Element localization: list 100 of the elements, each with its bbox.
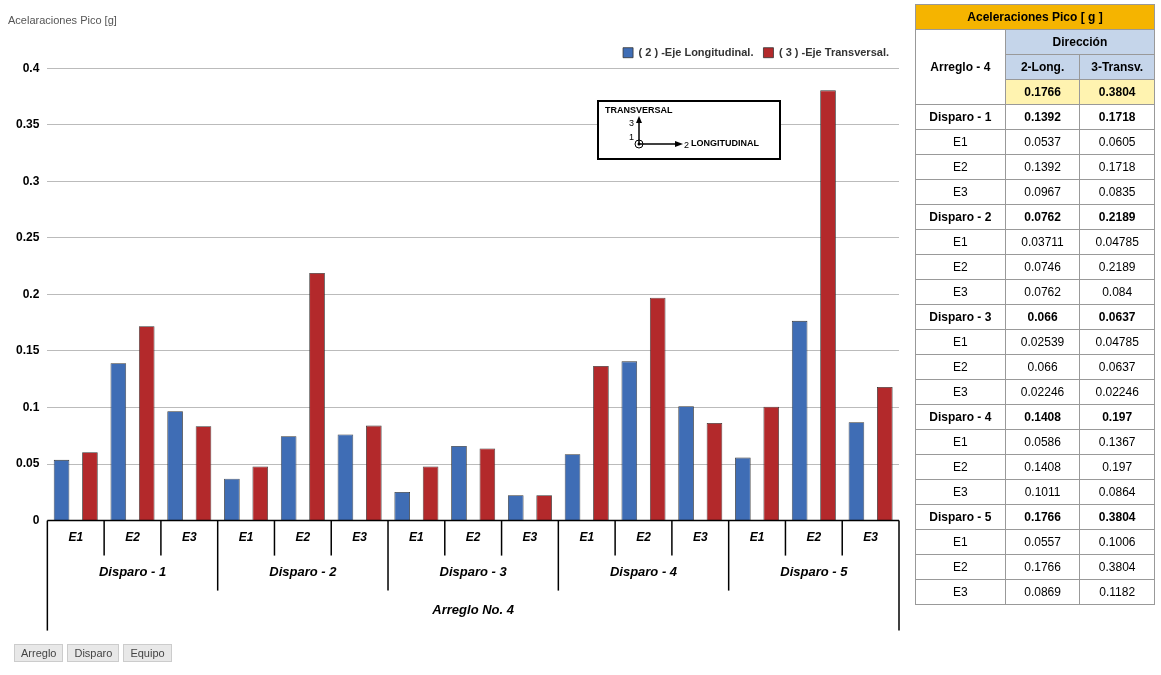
text: Aceleraciones Pico [ g ] <box>915 4 1155 30</box>
y-tick-label: 0.05 <box>16 456 40 471</box>
legend-label: ( 2 ) -Eje Longitudinal. <box>638 45 754 58</box>
category-label: E2 <box>953 460 968 474</box>
text: Arreglo <box>14 644 64 662</box>
text: 0.1392 <box>1005 104 1080 130</box>
text: 0.3804 <box>1079 79 1155 105</box>
category-label: E2 <box>953 560 968 574</box>
text: 0.03711 <box>1005 229 1080 255</box>
category-label: E1 <box>953 335 968 349</box>
y-tick-label: 0.4 <box>22 60 40 75</box>
text: 0.0835 <box>1079 179 1155 205</box>
text: 0.2189 <box>1079 204 1155 230</box>
text: 3-Transv. <box>1079 54 1155 80</box>
x-tick-label: E3 <box>522 530 538 545</box>
text: 0.197 <box>1079 404 1155 430</box>
y-tick-label: 0 <box>32 512 40 527</box>
text: Disparo - 5 <box>915 504 1006 530</box>
text: 0.1367 <box>1079 429 1155 455</box>
text: 0.02246 <box>1005 379 1080 405</box>
text: 0.1182 <box>1079 579 1155 605</box>
category-label: E3 <box>953 585 968 599</box>
x-tick-label: E1 <box>238 530 254 545</box>
text: 2-Long. <box>1005 54 1080 80</box>
text: 0.0762 <box>1005 204 1080 230</box>
chart-title: Acelaraciones Pico [g] <box>8 13 117 26</box>
text: 0.04785 <box>1079 229 1155 255</box>
text: Disparo - 2 <box>915 204 1006 230</box>
text: 0.197 <box>1079 454 1155 480</box>
text: 0.02246 <box>1079 379 1155 405</box>
text: 0.3804 <box>1079 554 1155 580</box>
text: Disparo <box>67 644 120 662</box>
text: 0.1718 <box>1079 104 1155 130</box>
text: Dirección <box>1005 29 1155 55</box>
x-tick-label: E3 <box>181 530 197 545</box>
text: 0.1011 <box>1005 479 1080 505</box>
x-tick-label: E1 <box>409 530 425 545</box>
text: 0.1766 <box>1005 504 1080 530</box>
text: Disparo - 3 <box>439 564 507 580</box>
text: 0.1766 <box>1005 554 1080 580</box>
annotation: LONGITUDINAL <box>691 138 759 148</box>
x-tick-label: E1 <box>68 530 84 545</box>
annotation: 1 <box>629 132 635 142</box>
text: 0.0869 <box>1005 579 1080 605</box>
x-tick-label: E2 <box>295 530 311 545</box>
text: Disparo - 1 <box>915 104 1006 130</box>
category-label: E3 <box>953 285 968 299</box>
text: 0.066 <box>1005 304 1080 330</box>
legend-label: ( 3 ) -Eje Transversal. <box>778 45 890 58</box>
x-tick-label: E1 <box>749 530 765 545</box>
text: 0.066 <box>1005 354 1080 380</box>
text: Disparo - 1 <box>98 564 167 580</box>
text: 0.0637 <box>1079 354 1155 380</box>
text: Arreglo - 4 <box>915 29 1006 105</box>
y-tick-label: 0.35 <box>16 117 40 132</box>
x-tick-label: E2 <box>465 530 481 545</box>
y-tick-label: 0.15 <box>16 343 40 358</box>
text: 0.1408 <box>1005 454 1080 480</box>
annotation: 2 <box>684 140 690 150</box>
text: Disparo - 4 <box>609 564 678 580</box>
text: 0.1718 <box>1079 154 1155 180</box>
y-tick-label: 0.25 <box>16 230 40 245</box>
x-tick-label: E3 <box>692 530 708 545</box>
text: 0.0605 <box>1079 129 1155 155</box>
x-tick-label: E3 <box>863 530 879 545</box>
x-tick-label: E2 <box>636 530 652 545</box>
category-label: E1 <box>953 135 968 149</box>
y-tick-label: 0.1 <box>22 399 40 414</box>
x-tick-label: E2 <box>125 530 141 545</box>
y-tick-label: 0.2 <box>22 286 40 301</box>
category-label: E1 <box>953 435 968 449</box>
category-label: E2 <box>953 360 968 374</box>
text: 0.0537 <box>1005 129 1080 155</box>
text: Equipo <box>123 644 172 662</box>
category-label: E3 <box>953 185 968 199</box>
text: Disparo - 5 <box>780 564 848 580</box>
text: 0.3804 <box>1079 504 1155 530</box>
text: 0.04785 <box>1079 329 1155 355</box>
category-label: E2 <box>953 160 968 174</box>
text: 0.02539 <box>1005 329 1080 355</box>
text: 0.1408 <box>1005 404 1080 430</box>
text: 0.2189 <box>1079 254 1155 280</box>
x-tick-label: E1 <box>579 530 595 545</box>
text: 0.1006 <box>1079 529 1155 555</box>
category-label: E1 <box>953 235 968 249</box>
text: 0.0762 <box>1005 279 1080 305</box>
text: 0.0557 <box>1005 529 1080 555</box>
text: 0.1392 <box>1005 154 1080 180</box>
annotation: 3 <box>629 118 635 128</box>
text: 0.084 <box>1079 279 1155 305</box>
text: Disparo - 3 <box>915 304 1006 330</box>
category-label: E3 <box>953 385 968 399</box>
text: 0.0637 <box>1079 304 1155 330</box>
text: 0.1766 <box>1005 79 1080 105</box>
text: Disparo - 4 <box>915 404 1006 430</box>
text: 0.0967 <box>1005 179 1080 205</box>
y-tick-label: 0.3 <box>22 173 40 188</box>
category-label: E3 <box>953 485 968 499</box>
text: Disparo - 2 <box>269 564 337 580</box>
x-tick-label: E2 <box>806 530 822 545</box>
